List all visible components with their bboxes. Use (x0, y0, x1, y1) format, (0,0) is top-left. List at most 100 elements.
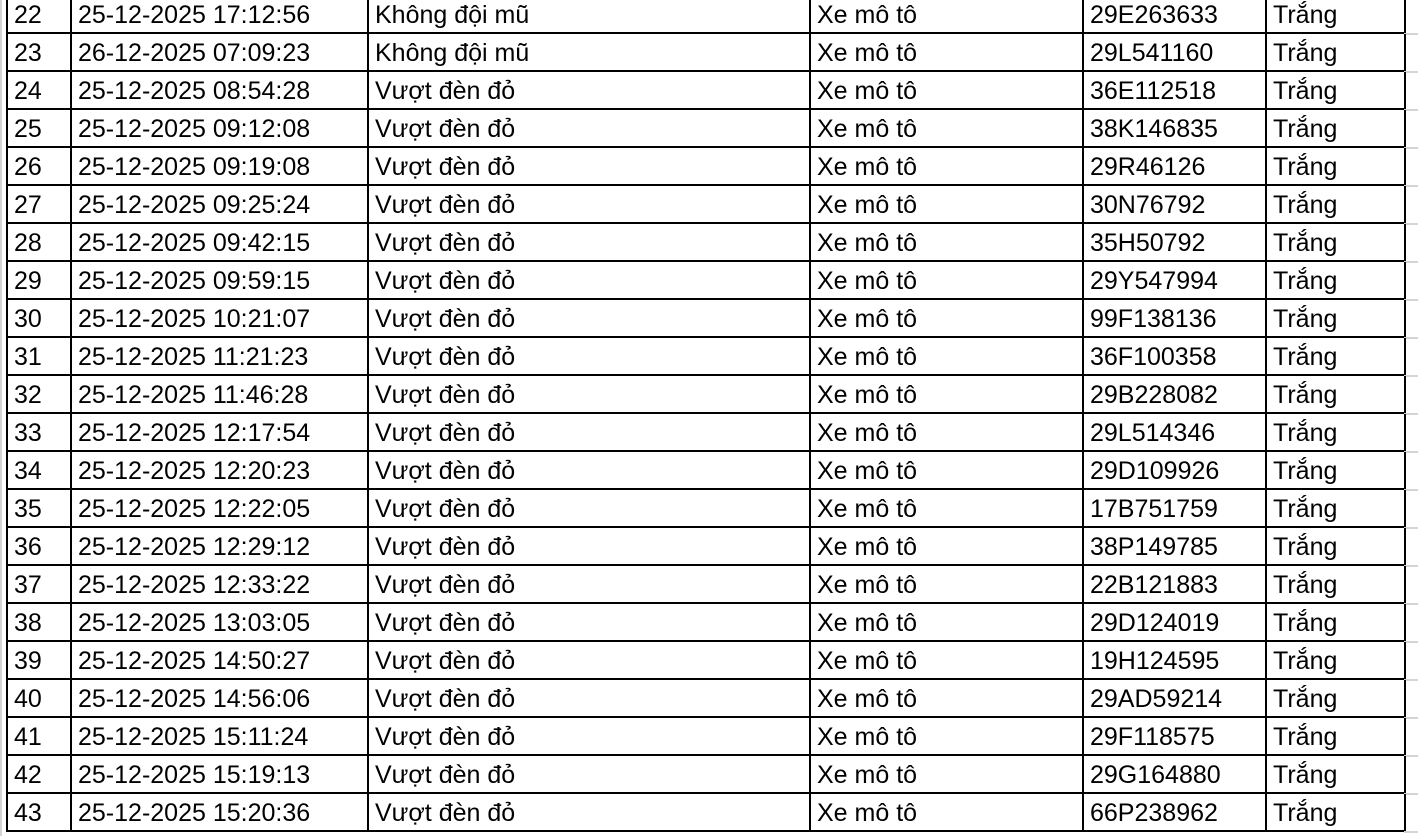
cell-violation[interactable]: Vượt đèn đỏ (367, 794, 811, 832)
cell-time[interactable]: 25-12-2025 10:21:07 (70, 300, 369, 338)
cell-time[interactable]: 25-12-2025 09:25:24 (70, 186, 369, 224)
cell-time[interactable]: 25-12-2025 12:20:23 (70, 452, 369, 490)
cell-violation[interactable]: Không đội mũ (367, 34, 811, 72)
cell-violation[interactable]: Không đội mũ (367, 0, 811, 34)
cell-stt[interactable]: 40 (6, 680, 72, 718)
cell-plate[interactable]: 29F118575 (1082, 718, 1267, 756)
cell-vehicle[interactable]: Xe mô tô (809, 224, 1084, 262)
cell-vehicle[interactable]: Xe mô tô (809, 794, 1084, 832)
cell-stt[interactable]: 39 (6, 642, 72, 680)
cell-violation[interactable]: Vượt đèn đỏ (367, 756, 811, 794)
cell-vehicle[interactable]: Xe mô tô (809, 680, 1084, 718)
cell-stt[interactable]: 30 (6, 300, 72, 338)
cell-time[interactable]: 26-12-2025 07:09:23 (70, 34, 369, 72)
cell-time[interactable]: 25-12-2025 11:21:23 (70, 338, 369, 376)
cell-color[interactable]: Trắng (1265, 300, 1406, 338)
cell-vehicle[interactable]: Xe mô tô (809, 566, 1084, 604)
cell-vehicle[interactable]: Xe mô tô (809, 262, 1084, 300)
cell-plate[interactable]: 36F100358 (1082, 338, 1267, 376)
cell-plate[interactable]: 99F138136 (1082, 300, 1267, 338)
cell-plate[interactable]: 29G164880 (1082, 756, 1267, 794)
cell-color[interactable]: Trắng (1265, 376, 1406, 414)
cell-stt[interactable]: 38 (6, 604, 72, 642)
cell-vehicle[interactable]: Xe mô tô (809, 604, 1084, 642)
cell-plate[interactable]: 38K146835 (1082, 110, 1267, 148)
cell-vehicle[interactable]: Xe mô tô (809, 72, 1084, 110)
cell-stt[interactable]: 26 (6, 148, 72, 186)
cell-stt[interactable]: 41 (6, 718, 72, 756)
cell-time[interactable]: 25-12-2025 14:56:06 (70, 680, 369, 718)
cell-color[interactable]: Trắng (1265, 0, 1406, 34)
cell-time[interactable]: 25-12-2025 17:12:56 (70, 0, 369, 34)
cell-color[interactable]: Trắng (1265, 72, 1406, 110)
cell-vehicle[interactable]: Xe mô tô (809, 642, 1084, 680)
cell-stt[interactable]: 29 (6, 262, 72, 300)
cell-violation[interactable]: Vượt đèn đỏ (367, 72, 811, 110)
cell-plate[interactable]: 29AD59214 (1082, 680, 1267, 718)
cell-time[interactable]: 25-12-2025 11:46:28 (70, 376, 369, 414)
cell-plate[interactable]: 30N76792 (1082, 186, 1267, 224)
cell-color[interactable]: Trắng (1265, 452, 1406, 490)
cell-vehicle[interactable]: Xe mô tô (809, 756, 1084, 794)
cell-plate[interactable]: 29E263633 (1082, 0, 1267, 34)
cell-time[interactable]: 25-12-2025 09:19:08 (70, 148, 369, 186)
cell-plate[interactable]: 36E112518 (1082, 72, 1267, 110)
cell-stt[interactable]: 33 (6, 414, 72, 452)
cell-vehicle[interactable]: Xe mô tô (809, 338, 1084, 376)
cell-plate[interactable]: 29B228082 (1082, 376, 1267, 414)
cell-stt[interactable]: 42 (6, 756, 72, 794)
cell-plate[interactable]: 66P238962 (1082, 794, 1267, 832)
cell-violation[interactable]: Vượt đèn đỏ (367, 452, 811, 490)
cell-stt[interactable]: 32 (6, 376, 72, 414)
cell-color[interactable]: Trắng (1265, 262, 1406, 300)
cell-stt[interactable]: 37 (6, 566, 72, 604)
cell-time[interactable]: 25-12-2025 09:42:15 (70, 224, 369, 262)
cell-plate[interactable]: 29D109926 (1082, 452, 1267, 490)
cell-color[interactable]: Trắng (1265, 528, 1406, 566)
cell-violation[interactable]: Vượt đèn đỏ (367, 110, 811, 148)
cell-time[interactable]: 25-12-2025 13:03:05 (70, 604, 369, 642)
cell-color[interactable]: Trắng (1265, 756, 1406, 794)
cell-vehicle[interactable]: Xe mô tô (809, 300, 1084, 338)
cell-color[interactable]: Trắng (1265, 680, 1406, 718)
cell-stt[interactable]: 25 (6, 110, 72, 148)
cell-plate[interactable]: 22B121883 (1082, 566, 1267, 604)
cell-vehicle[interactable]: Xe mô tô (809, 718, 1084, 756)
cell-plate[interactable]: 17B751759 (1082, 490, 1267, 528)
cell-vehicle[interactable]: Xe mô tô (809, 0, 1084, 34)
cell-violation[interactable]: Vượt đèn đỏ (367, 642, 811, 680)
cell-plate[interactable]: 29L541160 (1082, 34, 1267, 72)
cell-color[interactable]: Trắng (1265, 794, 1406, 832)
cell-color[interactable]: Trắng (1265, 642, 1406, 680)
cell-stt[interactable]: 23 (6, 34, 72, 72)
cell-color[interactable]: Trắng (1265, 718, 1406, 756)
cell-time[interactable]: 25-12-2025 12:33:22 (70, 566, 369, 604)
cell-violation[interactable]: Vượt đèn đỏ (367, 490, 811, 528)
cell-stt[interactable]: 24 (6, 72, 72, 110)
cell-vehicle[interactable]: Xe mô tô (809, 414, 1084, 452)
cell-time[interactable]: 25-12-2025 09:12:08 (70, 110, 369, 148)
cell-stt[interactable]: 35 (6, 490, 72, 528)
cell-color[interactable]: Trắng (1265, 110, 1406, 148)
cell-violation[interactable]: Vượt đèn đỏ (367, 224, 811, 262)
cell-violation[interactable]: Vượt đèn đỏ (367, 186, 811, 224)
cell-color[interactable]: Trắng (1265, 604, 1406, 642)
cell-stt[interactable]: 27 (6, 186, 72, 224)
cell-stt[interactable]: 31 (6, 338, 72, 376)
cell-time[interactable]: 25-12-2025 12:22:05 (70, 490, 369, 528)
cell-plate[interactable]: 35H50792 (1082, 224, 1267, 262)
cell-color[interactable]: Trắng (1265, 224, 1406, 262)
cell-color[interactable]: Trắng (1265, 566, 1406, 604)
cell-violation[interactable]: Vượt đèn đỏ (367, 376, 811, 414)
cell-color[interactable]: Trắng (1265, 34, 1406, 72)
cell-time[interactable]: 25-12-2025 15:11:24 (70, 718, 369, 756)
cell-time[interactable]: 25-12-2025 15:20:36 (70, 794, 369, 832)
cell-vehicle[interactable]: Xe mô tô (809, 452, 1084, 490)
cell-violation[interactable]: Vượt đèn đỏ (367, 718, 811, 756)
cell-stt[interactable]: 28 (6, 224, 72, 262)
cell-color[interactable]: Trắng (1265, 148, 1406, 186)
cell-vehicle[interactable]: Xe mô tô (809, 186, 1084, 224)
cell-plate[interactable]: 29Y547994 (1082, 262, 1267, 300)
cell-violation[interactable]: Vượt đèn đỏ (367, 148, 811, 186)
cell-time[interactable]: 25-12-2025 12:17:54 (70, 414, 369, 452)
